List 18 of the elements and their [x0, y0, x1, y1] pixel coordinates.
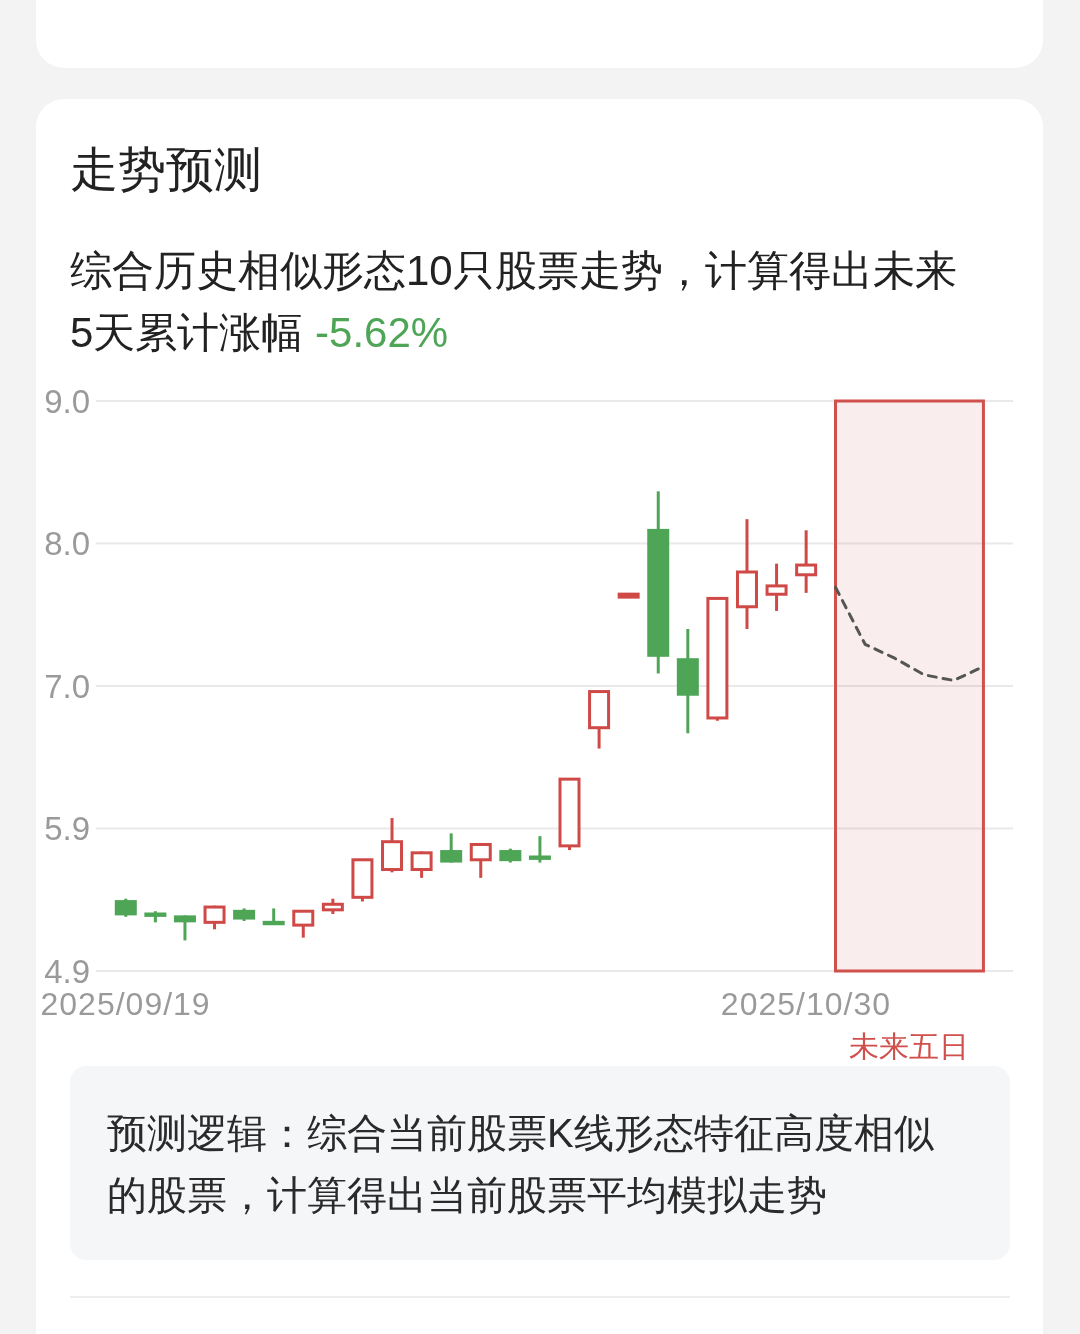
candlestick — [469, 842, 492, 878]
chart-subtitle: 综合历史相似形态10只股票走势，计算得出未来5天累计涨幅 -5.62% — [70, 247, 957, 356]
candlestick — [173, 915, 196, 941]
text: 预测逻辑：综合当前股票K线形态特征高度相似的股票，计算得出当前股票平均模拟走势 — [107, 1111, 934, 1217]
candlestick — [795, 530, 818, 593]
candlestick — [440, 833, 463, 863]
y-tick-label: 8.0 — [44, 525, 90, 563]
y-tick-label: 5.9 — [44, 810, 90, 848]
chart-title: 走势预测 — [70, 143, 262, 196]
y-tick-label: 7.0 — [44, 667, 90, 705]
candlestick — [114, 898, 137, 917]
text: 未来五日 — [849, 1030, 970, 1063]
x-tick-label: 2025/10/30 — [720, 986, 892, 1022]
candlestick — [292, 909, 315, 938]
candlestick — [765, 563, 788, 611]
candlestick — [410, 851, 433, 878]
candlestick — [528, 836, 551, 863]
y-tick-label: 9.0 — [44, 382, 90, 420]
